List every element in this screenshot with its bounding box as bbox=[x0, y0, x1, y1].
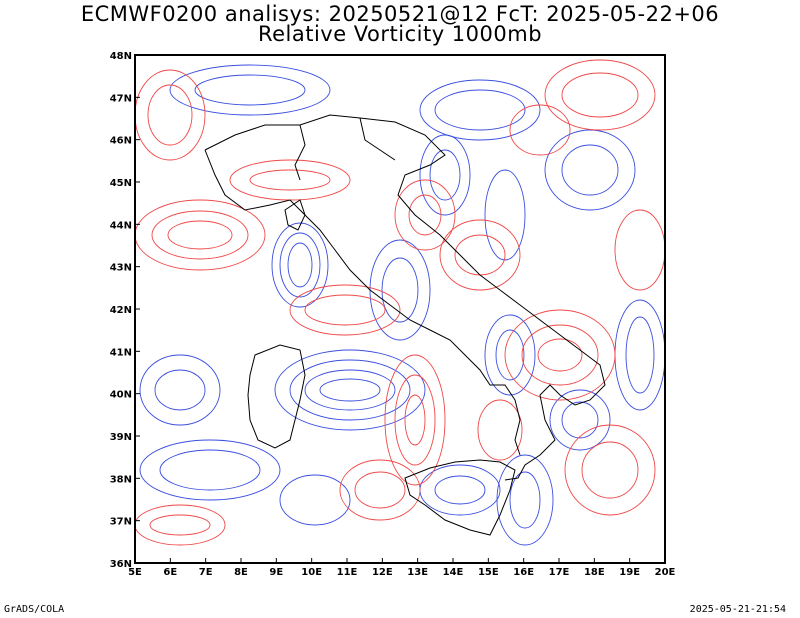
lat-tick-label: 41N bbox=[110, 347, 132, 358]
coastlines bbox=[204, 114, 606, 536]
lon-tick-label: 18E bbox=[584, 567, 605, 578]
lat-tick-label: 37N bbox=[110, 517, 132, 528]
lon-tick-label: 11E bbox=[337, 567, 358, 578]
lon-tick-label: 19E bbox=[619, 567, 640, 578]
lon-tick-label: 20E bbox=[655, 567, 676, 578]
lon-tick-label: 7E bbox=[199, 567, 213, 578]
lon-tick-label: 5E bbox=[128, 567, 142, 578]
lat-tick-label: 45N bbox=[110, 178, 132, 189]
vorticity-contours bbox=[135, 59, 665, 546]
footer-timestamp: 2025-05-21-21:54 bbox=[689, 604, 786, 615]
lat-tick-label: 40N bbox=[110, 390, 132, 401]
lon-tick-label: 10E bbox=[301, 567, 322, 578]
latitude-axis: 48N 47N 46N 45N 44N 43N 42N 41N 40N 39N 38N 37N 36N bbox=[110, 51, 140, 570]
longitude-axis: 5E 6E 7E 8E 9E 10E 11E 12E 13E 14E 15E 16E 17E 18E 19E… bbox=[128, 558, 676, 578]
lat-tick-label: 46N bbox=[110, 136, 132, 147]
positive-vorticity-contours bbox=[139, 64, 665, 546]
lat-tick-label: 39N bbox=[110, 432, 132, 443]
lat-tick-label: 44N bbox=[110, 220, 132, 231]
lon-tick-label: 13E bbox=[407, 567, 428, 578]
lon-tick-label: 12E bbox=[372, 567, 393, 578]
lon-tick-label: 9E bbox=[269, 567, 283, 578]
lat-tick-label: 47N bbox=[110, 93, 132, 104]
lon-tick-label: 15E bbox=[478, 567, 499, 578]
lon-tick-label: 14E bbox=[443, 567, 464, 578]
lon-tick-label: 6E bbox=[163, 567, 177, 578]
lon-tick-label: 16E bbox=[513, 567, 534, 578]
lat-tick-label: 48N bbox=[110, 51, 132, 62]
lat-tick-label: 36N bbox=[110, 559, 132, 570]
footer-credit: GrADS/COLA bbox=[4, 604, 65, 615]
lon-tick-label: 8E bbox=[234, 567, 248, 578]
lat-tick-label: 43N bbox=[110, 263, 132, 274]
lat-tick-label: 38N bbox=[110, 474, 132, 485]
map-title: ECMWF0200 analisys: 20250521@12 FcT: 202… bbox=[80, 2, 720, 26]
lat-tick-label: 42N bbox=[110, 305, 132, 316]
map-subtitle: Relative Vorticity 1000mb bbox=[257, 22, 543, 46]
lon-tick-label: 17E bbox=[549, 567, 570, 578]
